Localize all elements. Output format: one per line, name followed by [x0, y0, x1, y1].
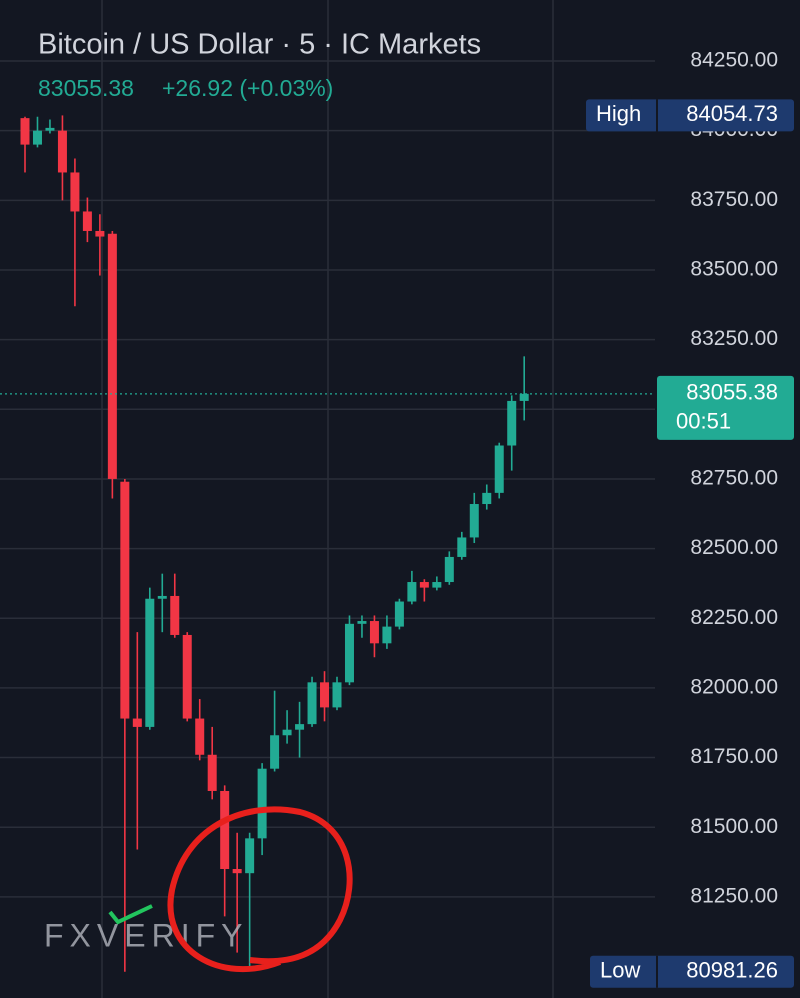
low-badge-label: Low	[600, 958, 640, 983]
current-badge	[657, 375, 794, 440]
candle-body	[245, 838, 255, 874]
candle-body	[457, 537, 467, 557]
last-price: 83055.38	[38, 75, 134, 101]
candle-body	[207, 754, 217, 791]
y-tick-label: 81500.00	[690, 815, 778, 838]
watermark-check	[108, 904, 153, 925]
candle-body	[382, 626, 392, 644]
y-tick-label: 82250.00	[690, 606, 778, 629]
y-tick-label: 82750.00	[690, 466, 778, 489]
y-tick-label: 83750.00	[690, 188, 778, 211]
price-change: +26.92 (+0.03%)	[162, 75, 333, 101]
candle-body	[332, 682, 342, 708]
candle-body	[257, 768, 267, 839]
annotation-circle	[167, 806, 353, 973]
candle-body	[195, 718, 205, 755]
candle-body	[145, 598, 155, 727]
chart-title: Bitcoin / US Dollar · 5 · IC Markets	[38, 29, 481, 61]
y-tick-label: 81750.00	[690, 745, 778, 768]
y-tick-label: 81250.00	[690, 884, 778, 907]
candle-body	[107, 233, 117, 479]
candle-body	[32, 130, 42, 145]
high-badge-sep	[656, 99, 658, 132]
high-badge	[586, 99, 794, 132]
candle-body	[394, 601, 404, 627]
candle-body	[20, 118, 30, 145]
low-badge-sep	[656, 955, 658, 988]
candle-body	[444, 556, 454, 583]
candle-body	[469, 504, 479, 538]
candle-body	[120, 481, 130, 719]
candle-body	[95, 230, 105, 237]
candle-body	[270, 735, 280, 769]
candle-body	[407, 582, 417, 602]
candle-body	[232, 869, 242, 874]
candle-body	[70, 172, 80, 212]
candle-body	[57, 130, 67, 173]
candle-body	[170, 595, 180, 635]
candle-body	[369, 621, 379, 644]
high-badge-label: High	[596, 101, 641, 126]
low-badge	[590, 955, 794, 988]
candle-body	[507, 400, 517, 446]
candle-body	[132, 718, 142, 727]
candle-body	[519, 393, 529, 401]
candle-body	[45, 127, 55, 131]
watermark: FXVERIFY	[44, 917, 248, 953]
candle-body	[344, 623, 354, 683]
candle-body	[432, 582, 442, 588]
y-tick-label: 83500.00	[690, 258, 778, 281]
y-tick-label: 82500.00	[690, 536, 778, 559]
y-tick-label: 84250.00	[690, 49, 778, 72]
candle-body	[182, 634, 192, 719]
candle-body	[357, 621, 367, 624]
candle-body	[282, 729, 292, 736]
candle-body	[307, 682, 317, 725]
candle-body	[320, 682, 330, 708]
candle-body	[157, 595, 167, 599]
candle-body	[482, 492, 492, 505]
candle-body	[220, 790, 230, 870]
low-badge-value: 80981.26	[686, 958, 778, 983]
y-tick-label: 83250.00	[690, 327, 778, 350]
high-badge-value: 84054.73	[686, 101, 778, 126]
candle-body	[82, 211, 92, 231]
candle-body	[494, 445, 504, 493]
candle-body	[419, 582, 429, 588]
y-tick-label: 82000.00	[690, 675, 778, 698]
candle-body	[295, 724, 305, 730]
current-badge-value: 83055.38	[686, 380, 778, 405]
current-badge-countdown: 00:51	[676, 409, 731, 434]
